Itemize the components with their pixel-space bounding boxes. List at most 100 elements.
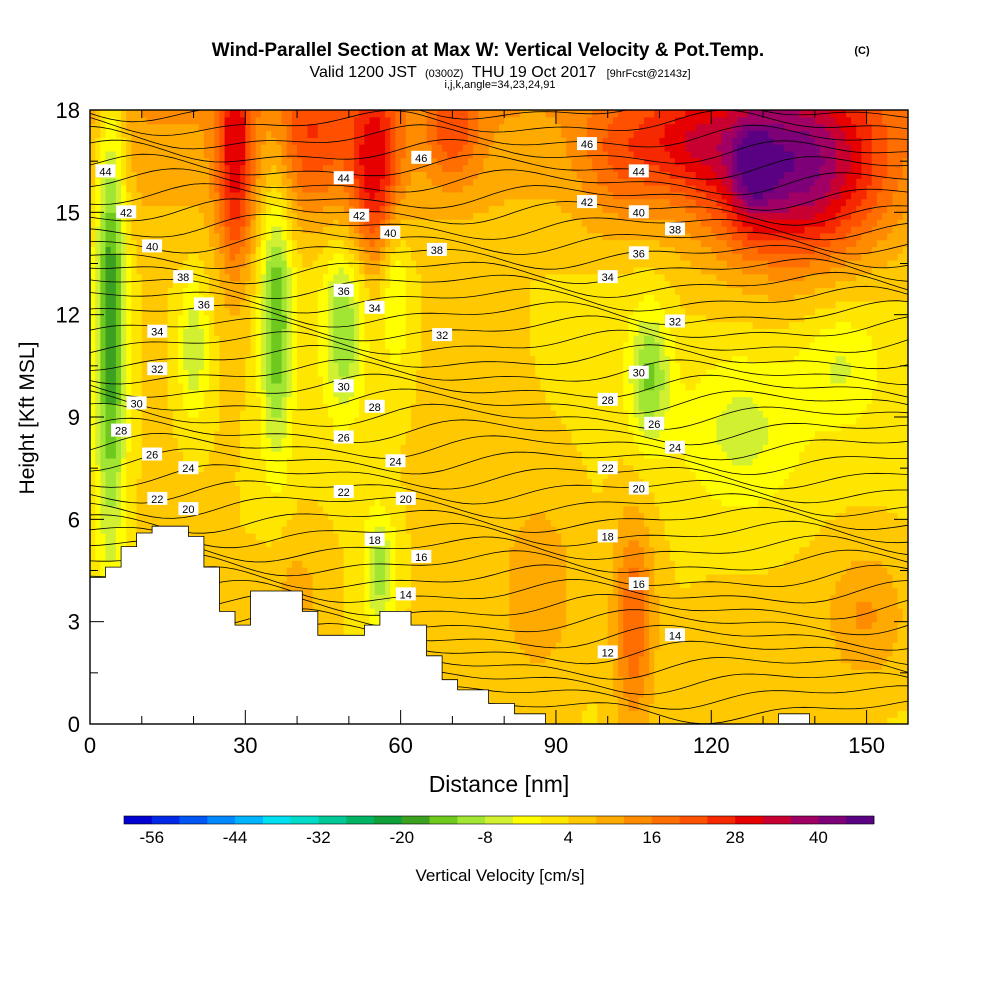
velocity-cell	[188, 396, 195, 404]
velocity-cell	[136, 376, 143, 384]
velocity-cell	[110, 307, 117, 316]
velocity-cell	[297, 239, 303, 248]
velocity-cell	[245, 519, 252, 527]
velocity-cell	[255, 512, 262, 520]
velocity-cell	[312, 505, 319, 514]
velocity-cell	[302, 212, 309, 220]
velocity-cell	[146, 164, 153, 172]
velocity-cell	[136, 301, 143, 309]
velocity-cell	[338, 266, 345, 275]
velocity-cell	[266, 553, 272, 561]
velocity-cell	[348, 560, 355, 568]
velocity-cell	[276, 260, 283, 268]
velocity-cell	[276, 362, 283, 370]
velocity-cell	[307, 198, 314, 207]
velocity-cell	[146, 130, 153, 138]
velocity-cell	[162, 205, 169, 213]
velocity-cell	[152, 178, 158, 186]
velocity-cell	[121, 287, 127, 295]
velocity-cell	[141, 260, 148, 268]
velocity-cell	[328, 444, 334, 452]
velocity-cell	[152, 314, 158, 323]
velocity-cell	[141, 348, 148, 357]
velocity-cell	[95, 389, 101, 398]
velocity-cell	[224, 164, 231, 172]
velocity-cell	[141, 457, 148, 466]
velocity-cell	[322, 628, 329, 636]
velocity-cell	[343, 130, 350, 138]
velocity-cell	[198, 191, 205, 200]
velocity-cell	[95, 526, 101, 534]
velocity-cell	[354, 594, 360, 602]
velocity-cell	[172, 505, 179, 514]
velocity-cell	[131, 492, 138, 500]
velocity-cell	[214, 348, 221, 357]
velocity-cell	[167, 273, 174, 282]
velocity-cell	[369, 519, 376, 527]
velocity-cell	[333, 628, 340, 636]
velocity-cell	[100, 560, 107, 568]
velocity-cell	[209, 273, 215, 282]
velocity-cell	[260, 471, 267, 479]
velocity-cell	[322, 355, 329, 364]
velocity-cell	[348, 478, 355, 486]
velocity-cell	[260, 355, 267, 364]
velocity-cell	[338, 328, 345, 336]
velocity-cell	[328, 389, 334, 398]
velocity-cell	[131, 532, 138, 541]
velocity-cell	[183, 355, 189, 364]
velocity-cell	[271, 307, 277, 316]
velocity-cell	[90, 273, 96, 282]
chart-title: Wind-Parallel Section at Max W: Vertical…	[212, 40, 764, 61]
velocity-cell	[245, 348, 252, 357]
velocity-cell	[317, 471, 324, 479]
velocity-cell	[198, 171, 205, 179]
velocity-cell	[354, 123, 360, 132]
velocity-cell	[234, 553, 241, 561]
velocity-cell	[322, 273, 329, 282]
velocity-cell	[281, 457, 288, 466]
velocity-cell	[307, 137, 314, 145]
velocity-cell	[214, 382, 221, 391]
velocity-cell	[198, 144, 205, 152]
velocity-cell	[271, 553, 277, 561]
velocity-cell	[369, 471, 376, 479]
velocity-cell	[276, 567, 283, 575]
velocity-cell	[255, 185, 262, 193]
velocity-cell	[183, 403, 189, 411]
velocity-cell	[317, 328, 324, 336]
velocity-cell	[312, 512, 319, 520]
velocity-cell	[255, 321, 262, 329]
velocity-cell	[240, 273, 246, 282]
velocity-cell	[297, 546, 303, 555]
velocity-cell	[193, 423, 200, 432]
velocity-cell	[167, 362, 174, 370]
velocity-cell	[95, 246, 101, 254]
velocity-cell	[203, 191, 210, 200]
velocity-cell	[188, 157, 195, 166]
velocity-cell	[281, 314, 288, 323]
velocity-cell	[219, 362, 226, 370]
velocity-cell	[333, 410, 340, 418]
velocity-cell	[322, 594, 329, 602]
velocity-cell	[229, 539, 236, 548]
velocity-cell	[105, 232, 112, 241]
velocity-cell	[229, 321, 236, 329]
velocity-cell	[369, 232, 376, 241]
velocity-cell	[110, 464, 117, 473]
velocity-cell	[354, 464, 360, 473]
velocity-cell	[250, 355, 257, 364]
velocity-cell	[266, 382, 272, 391]
velocity-cell	[178, 301, 184, 309]
velocity-cell	[359, 492, 365, 500]
velocity-cell	[178, 444, 184, 452]
velocity-cell	[229, 594, 236, 602]
velocity-cell	[95, 314, 101, 323]
velocity-cell	[343, 123, 350, 132]
velocity-cell	[286, 280, 293, 288]
velocity-cell	[90, 164, 96, 172]
velocity-cell	[286, 573, 293, 582]
velocity-cell	[245, 567, 252, 575]
velocity-cell	[115, 266, 122, 275]
velocity-cell	[131, 369, 138, 377]
